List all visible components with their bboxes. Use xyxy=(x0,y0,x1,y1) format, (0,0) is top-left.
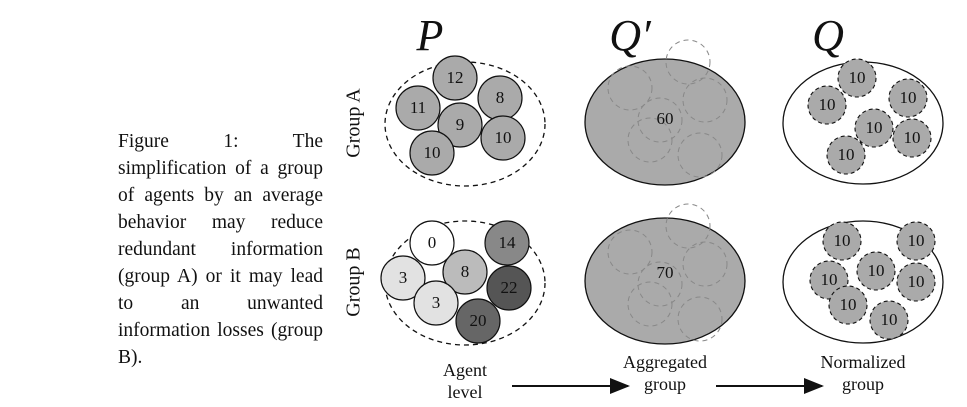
agent-value: 3 xyxy=(399,268,408,287)
normalized-value: 10 xyxy=(908,231,925,250)
ghost-agent xyxy=(665,203,711,249)
column-label: Agent xyxy=(443,360,487,380)
agent-value: 10 xyxy=(424,143,441,162)
normalized-agent xyxy=(888,78,928,118)
agent xyxy=(413,280,459,326)
ghost-agent xyxy=(637,97,683,143)
agent xyxy=(486,265,532,311)
agent-value: 3 xyxy=(432,293,441,312)
caption: Figure 1: The simplification of a group … xyxy=(118,131,323,368)
agent xyxy=(409,220,455,266)
normalized-agent xyxy=(869,300,909,340)
column-label: level xyxy=(448,382,483,402)
column-header: P xyxy=(416,11,444,60)
ghost-agent xyxy=(677,132,723,178)
aggregated-group xyxy=(584,58,746,186)
normalized-value: 10 xyxy=(908,272,925,291)
aggregated-value: 70 xyxy=(657,263,674,282)
agent-value: 14 xyxy=(499,233,517,252)
agent-value: 9 xyxy=(456,115,465,134)
normalized-value: 10 xyxy=(866,118,883,137)
ghost-agent xyxy=(682,241,728,287)
agent xyxy=(484,220,530,266)
normalized-agent xyxy=(837,58,877,98)
agent-value: 20 xyxy=(470,311,487,330)
column-label: Normalized xyxy=(821,352,906,372)
normalized-value: 10 xyxy=(904,128,921,147)
normalized-value: 10 xyxy=(849,68,866,87)
ghost-agent xyxy=(677,296,723,342)
normalized-value: 10 xyxy=(881,310,898,329)
normalized-value: 10 xyxy=(838,145,855,164)
column-header: Q′ xyxy=(609,11,652,60)
agent xyxy=(395,85,441,131)
agent xyxy=(480,115,526,161)
row-label: Group B xyxy=(343,247,365,316)
column-label: group xyxy=(842,374,884,394)
ghost-agent xyxy=(665,39,711,85)
agent-value: 11 xyxy=(410,98,426,117)
column-label: Aggregated xyxy=(623,352,707,372)
normalized-value: 10 xyxy=(840,295,857,314)
normalized-agent xyxy=(896,221,936,261)
ghost-agent xyxy=(627,117,673,163)
normalized-agent xyxy=(896,262,936,302)
normalized-agent xyxy=(892,118,932,158)
normalized-agent xyxy=(828,285,868,325)
aggregated-group xyxy=(584,217,746,345)
agent xyxy=(437,102,483,148)
normalized-value: 10 xyxy=(868,261,885,280)
column-label: group xyxy=(644,374,686,394)
agent-value: 22 xyxy=(501,278,518,297)
group-boundary xyxy=(384,220,546,346)
normalized-value: 10 xyxy=(819,95,836,114)
row-label: Group A xyxy=(343,88,365,158)
normalized-agent xyxy=(807,85,847,125)
normalized-agent xyxy=(856,251,896,291)
agent xyxy=(380,255,426,301)
normalized-value: 10 xyxy=(900,88,917,107)
agent-value: 0 xyxy=(428,233,437,252)
normalized-value: 10 xyxy=(821,270,838,289)
agent xyxy=(432,55,478,101)
normalized-agent xyxy=(826,135,866,175)
agent-value: 12 xyxy=(447,68,464,87)
column-header: Q xyxy=(812,11,844,60)
agent xyxy=(455,298,501,344)
ghost-agent xyxy=(637,261,683,307)
ghost-agent xyxy=(627,281,673,327)
normalized-agent xyxy=(854,108,894,148)
agent-value: 10 xyxy=(495,128,512,147)
aggregated-value: 60 xyxy=(657,109,674,128)
ghost-agent xyxy=(607,65,653,111)
agent xyxy=(409,130,455,176)
agent xyxy=(442,249,488,295)
ghost-agent xyxy=(682,77,728,123)
ghost-agent xyxy=(607,229,653,275)
agent-value: 8 xyxy=(461,262,470,281)
normalized-value: 10 xyxy=(834,231,851,250)
agent-value: 8 xyxy=(496,88,505,107)
normalized-agent xyxy=(822,221,862,261)
